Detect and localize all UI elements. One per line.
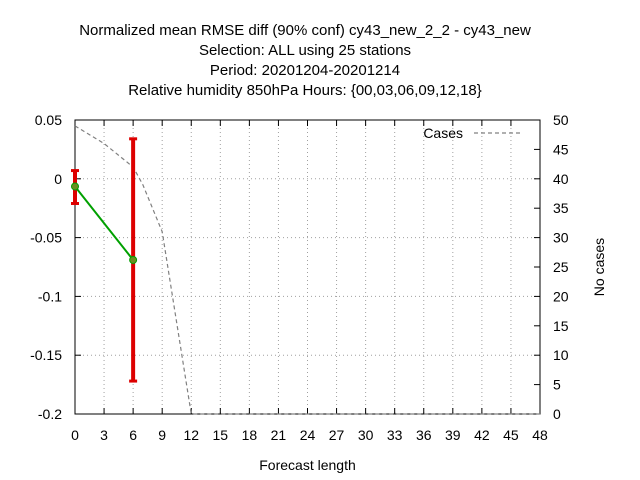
rmse-diff-line bbox=[74, 185, 134, 261]
x-tick-label: 33 bbox=[387, 427, 403, 443]
data-point bbox=[129, 255, 138, 264]
x-tick-label: 30 bbox=[358, 427, 374, 443]
y2-tick-label: 50 bbox=[553, 112, 569, 128]
y-tick-label: -0.1 bbox=[38, 288, 62, 304]
y2-tick-label: 15 bbox=[553, 318, 569, 334]
legend: Cases bbox=[423, 125, 521, 141]
x-tick-label: 24 bbox=[300, 427, 316, 443]
x-tick-label: 21 bbox=[271, 427, 287, 443]
y2-tick-label: 30 bbox=[553, 230, 569, 246]
y2-tick-label: 10 bbox=[553, 347, 569, 363]
y2-tick-label: 0 bbox=[553, 406, 561, 422]
cases-series-line bbox=[74, 125, 540, 415]
x-tick-label: 3 bbox=[100, 427, 108, 443]
y-tick-label: -0.15 bbox=[30, 347, 62, 363]
y-tick-label: 0.05 bbox=[35, 112, 62, 128]
y-tick-label: -0.05 bbox=[30, 230, 62, 246]
y2-tick-label: 5 bbox=[553, 377, 561, 393]
x-tick-label: 27 bbox=[329, 427, 345, 443]
x-tick-label: 0 bbox=[71, 427, 79, 443]
title-line: Period: 20201204-20201214 bbox=[210, 62, 400, 79]
y2-tick-label: 25 bbox=[553, 259, 569, 275]
series-layer bbox=[71, 125, 540, 415]
y-tick-label: -0.2 bbox=[38, 406, 62, 422]
y2-tick-label: 20 bbox=[553, 288, 569, 304]
x-tick-label: 45 bbox=[503, 427, 519, 443]
x-tick-label: 36 bbox=[416, 427, 432, 443]
x-tick-label: 9 bbox=[158, 427, 166, 443]
x-tick-label: 18 bbox=[242, 427, 258, 443]
y2-axis-label: No cases bbox=[591, 238, 607, 296]
data-point bbox=[71, 182, 79, 191]
grid bbox=[75, 120, 540, 414]
axis-ticks: 0 3 6 9 12 15 18 21 24 27 30 33 36 39 42 45 480.050-0.05… bbox=[30, 112, 569, 443]
x-tick-label: 6 bbox=[129, 427, 137, 443]
title-line: Normalized mean RMSE diff (90% conf) cy4… bbox=[79, 22, 531, 39]
x-tick-label: 15 bbox=[213, 427, 229, 443]
title-line: Relative humidity 850hPa Hours: {00,03,0… bbox=[128, 82, 482, 99]
x-tick-label: 48 bbox=[532, 427, 548, 443]
y2-tick-label: 40 bbox=[553, 171, 569, 187]
title-line: Selection: ALL using 25 stations bbox=[199, 42, 411, 59]
y-tick-label: 0 bbox=[54, 171, 62, 187]
x-tick-label: 39 bbox=[445, 427, 461, 443]
x-tick-label: 12 bbox=[183, 427, 199, 443]
x-tick-label: 42 bbox=[474, 427, 490, 443]
x-axis-label: Forecast length bbox=[259, 457, 356, 473]
chart-title: Normalized mean RMSE diff (90% conf) cy4… bbox=[79, 22, 531, 99]
y2-tick-label: 45 bbox=[553, 141, 569, 157]
y2-tick-label: 35 bbox=[553, 200, 569, 216]
legend-entry-label: Cases bbox=[423, 125, 463, 141]
